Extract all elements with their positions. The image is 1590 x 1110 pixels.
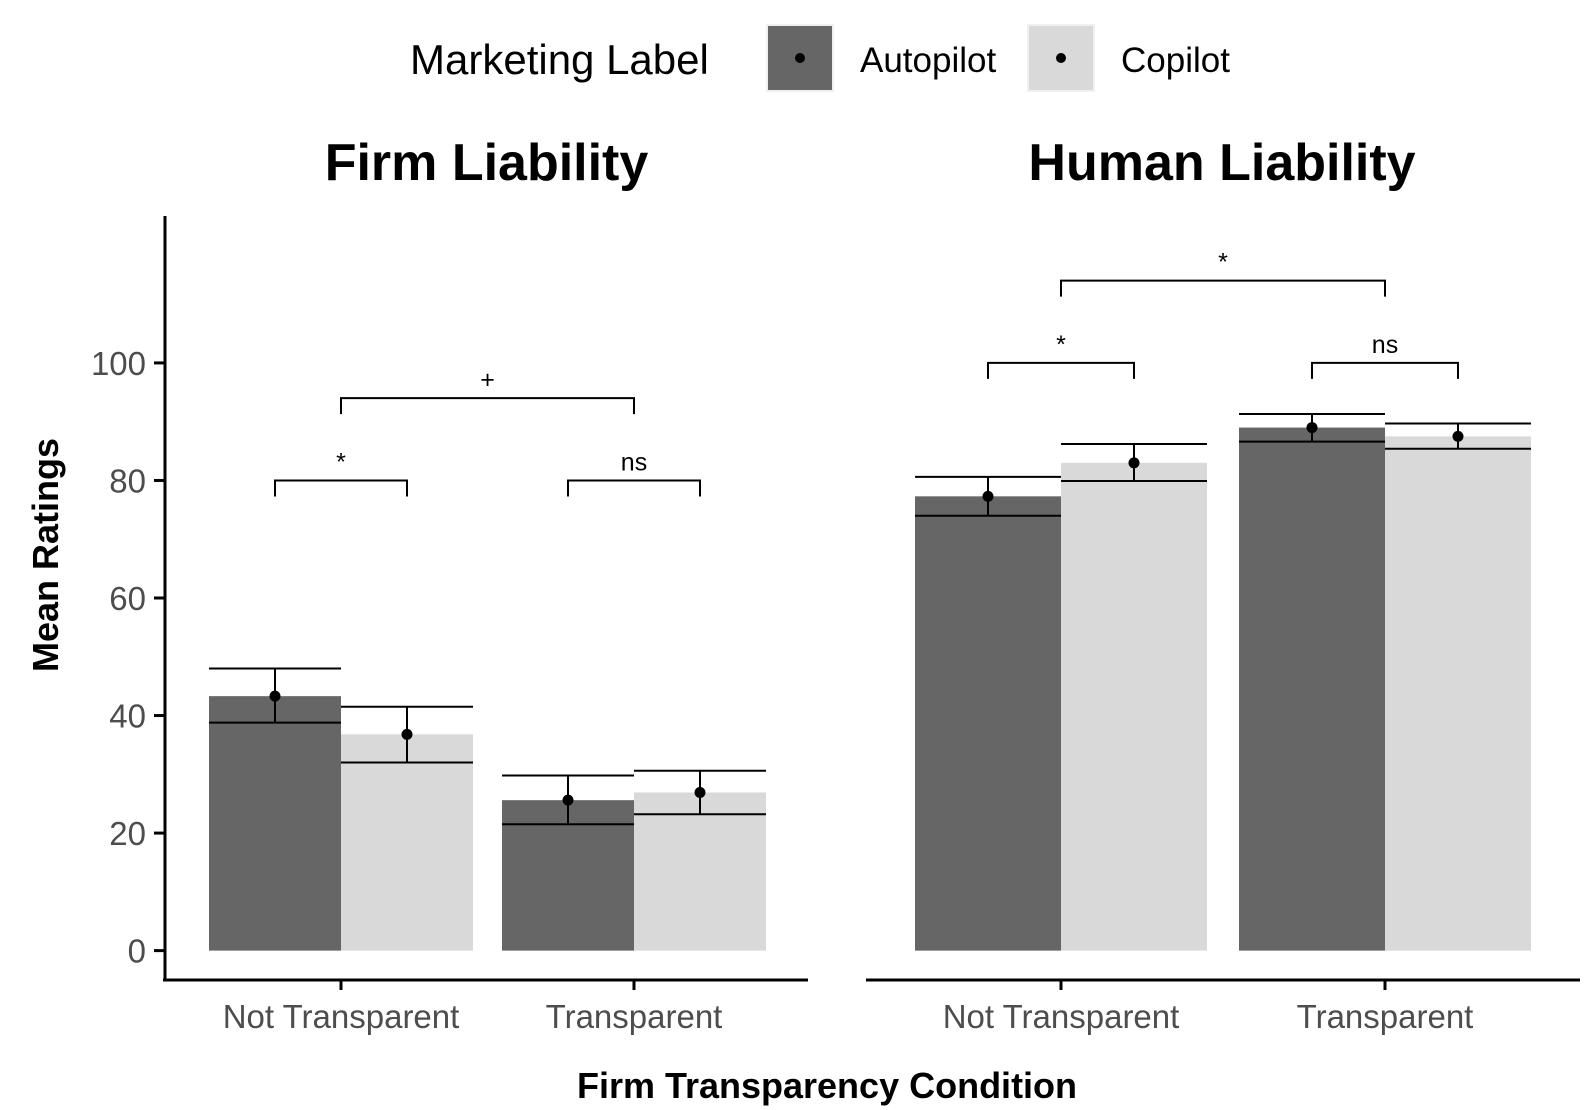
panel-human-liability: Human Liability * ns * Not Transparent Transp… (866, 134, 1580, 1035)
significance-bracket-human-liability-1: ns (1311, 331, 1459, 379)
y-tick-label-20: 20 (109, 815, 146, 852)
mean-point-firm-liability-transparent-copilot (694, 787, 706, 799)
legend-entry-autopilot: Autopilot (766, 24, 996, 92)
bar-firm-liability-not-transparent-copilot (341, 734, 473, 951)
x-tick-label-firm-liability-transparent: Transparent (546, 998, 723, 1035)
legend-title: Marketing Label (410, 36, 709, 83)
bar-human-liability-not-transparent-copilot (1061, 462, 1207, 951)
significance-bracket-line (1311, 361, 1459, 379)
x-tick-label-human-liability-transparent: Transparent (1297, 998, 1474, 1035)
significance-bracket-line (340, 397, 635, 415)
significance-bracket-firm-liability-0: * (274, 448, 408, 497)
y-tick-label-40: 40 (109, 698, 146, 735)
legend: Marketing Label Autopilot Copilot (410, 24, 1230, 92)
panel-title-human-liability: Human Liability (1028, 134, 1415, 192)
bar-firm-liability-transparent-copilot (634, 792, 766, 951)
y-tick-label-60: 60 (109, 580, 146, 617)
bar-firm-liability-not-transparent-autopilot (209, 696, 341, 951)
y-axis-title: Mean Ratings (25, 438, 66, 672)
mean-point-human-liability-not-transparent-copilot (1128, 457, 1140, 469)
significance-label: + (480, 366, 495, 394)
significance-bracket-line (274, 479, 408, 497)
x-tick-label-human-liability-not-transparent: Not Transparent (943, 998, 1180, 1035)
mean-point-firm-liability-not-transparent-autopilot (269, 690, 281, 702)
significance-label: * (1056, 331, 1066, 359)
panels: Firm Liability * ns + Not Transparent Transpa… (91, 134, 1580, 1035)
legend-point-autopilot (795, 53, 805, 63)
bar-human-liability-transparent-autopilot (1239, 427, 1385, 951)
significance-bracket-line (987, 361, 1135, 379)
significance-bracket-firm-liability-2: + (340, 366, 635, 415)
panel-firm-liability: Firm Liability * ns + Not Transparent Transpa… (91, 134, 808, 1035)
significance-label: * (336, 448, 346, 476)
mean-point-human-liability-transparent-copilot (1452, 430, 1464, 442)
mean-point-human-liability-transparent-autopilot (1306, 422, 1318, 434)
legend-entry-copilot: Copilot (1027, 24, 1230, 92)
mean-point-human-liability-not-transparent-autopilot (982, 490, 994, 502)
mean-point-firm-liability-not-transparent-copilot (401, 728, 413, 740)
y-tick-label-0: 0 (128, 933, 146, 970)
panel-title-firm-liability: Firm Liability (325, 134, 649, 192)
x-tick-label-firm-liability-not-transparent: Not Transparent (223, 998, 460, 1035)
legend-point-copilot (1056, 53, 1066, 63)
mean-point-firm-liability-transparent-autopilot (562, 794, 574, 806)
legend-label-autopilot: Autopilot (860, 41, 996, 80)
significance-label: ns (621, 448, 647, 476)
significance-bracket-line (567, 479, 701, 497)
y-tick-label-100: 100 (91, 345, 146, 382)
significance-bracket-human-liability-2: * (1060, 249, 1386, 297)
significance-label: ns (1372, 331, 1398, 359)
y-tick-label-80: 80 (109, 462, 146, 499)
significance-bracket-firm-liability-1: ns (567, 448, 701, 497)
significance-bracket-human-liability-0: * (987, 331, 1135, 379)
bar-human-liability-not-transparent-autopilot (915, 496, 1061, 951)
x-axis-title: Firm Transparency Condition (577, 1065, 1077, 1106)
significance-label: * (1218, 249, 1228, 277)
bar-human-liability-transparent-copilot (1385, 436, 1531, 951)
legend-label-copilot: Copilot (1121, 41, 1230, 80)
significance-bracket-line (1060, 279, 1386, 297)
